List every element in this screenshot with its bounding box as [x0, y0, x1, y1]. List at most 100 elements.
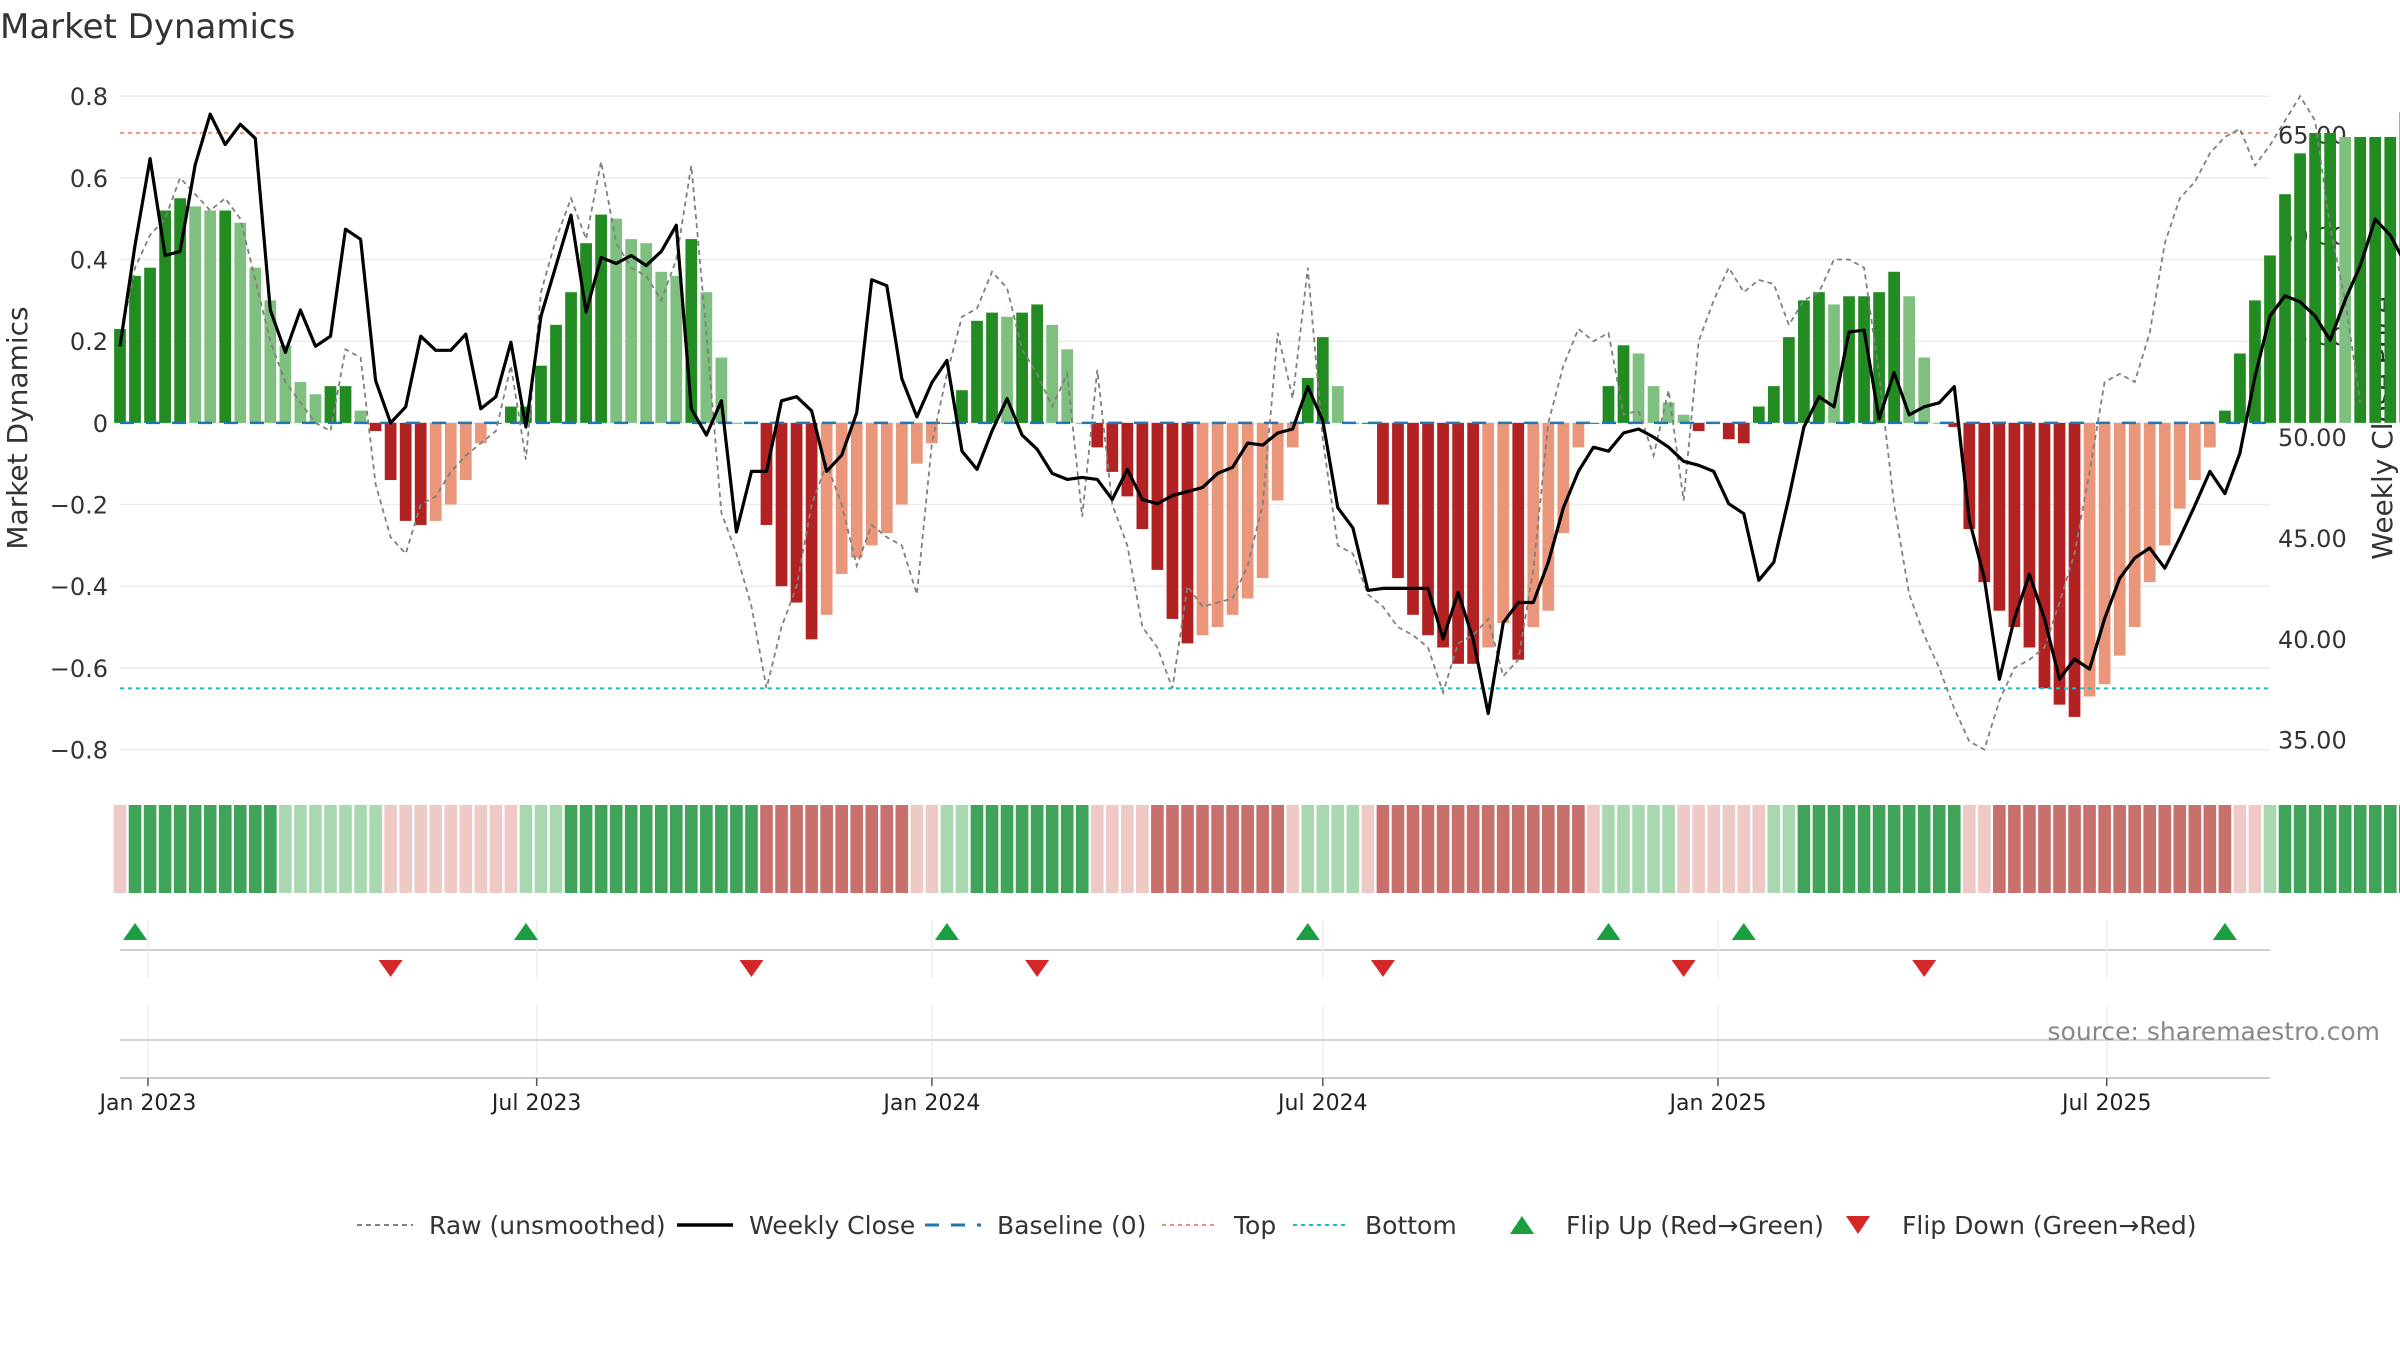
regime-cell: [1707, 805, 1721, 893]
dynamics-bar: [926, 422, 938, 444]
regime-cell: [2083, 805, 2096, 893]
flip-down-marker: [1025, 960, 1050, 977]
dynamics-bar: [535, 365, 547, 423]
left-tick-label: −0.6: [50, 655, 108, 683]
regime-cell: [1421, 805, 1435, 893]
regime-cell: [1857, 805, 1871, 893]
regime-cell: [1978, 805, 1991, 893]
dynamics-bar: [1587, 422, 1600, 424]
dynamics-bar: [2324, 132, 2337, 423]
regime-cell: [369, 805, 382, 893]
regime-cell: [233, 805, 247, 893]
regime-cell: [2293, 805, 2307, 893]
regime-cell: [1722, 805, 1736, 893]
dynamics-bar: [835, 422, 848, 574]
dynamics-bar: [730, 422, 743, 424]
dynamics-bar: [264, 300, 277, 423]
dynamics-bar: [309, 394, 322, 423]
regime-cell: [910, 805, 924, 893]
dynamics-bar: [474, 422, 487, 444]
dynamics-bar: [655, 271, 668, 423]
regime-cell: [1181, 805, 1194, 893]
dynamics-bar: [1316, 337, 1329, 423]
dynamics-bar: [1061, 349, 1074, 423]
regime-cell: [1151, 805, 1164, 893]
dynamics-bar: [2143, 422, 2156, 583]
regime-cell: [820, 805, 833, 893]
regime-cell: [1767, 805, 1781, 893]
regime-cell: [1932, 805, 1946, 893]
dynamics-bar: [1767, 386, 1780, 423]
dynamics-bar: [1918, 357, 1931, 423]
regime-cell: [685, 805, 698, 893]
dynamics-bar: [1933, 422, 1946, 424]
regime-cell: [1196, 805, 1209, 893]
dynamics-bar: [1362, 422, 1374, 424]
regime-cell: [745, 805, 758, 893]
regime-cell: [1677, 805, 1690, 893]
regime-cell: [700, 805, 713, 893]
dynamics-bar: [174, 198, 187, 423]
regime-cell: [1436, 805, 1450, 893]
regime-cell: [1045, 805, 1059, 893]
regime-cell: [2308, 805, 2322, 893]
regime-cell: [1782, 805, 1796, 893]
regime-cell: [639, 805, 653, 893]
dynamics-bar: [820, 422, 833, 615]
dynamics-bar: [715, 357, 728, 423]
left-tick-label: 0: [93, 410, 108, 438]
dynamics-bar: [279, 345, 292, 423]
dynamics-bar: [640, 243, 653, 423]
dynamics-bar: [956, 390, 968, 423]
regime-cell: [1226, 805, 1239, 893]
flip-up-marker: [934, 923, 959, 940]
regime-cell: [1647, 805, 1660, 893]
dynamics-bar: [1106, 422, 1119, 472]
regime-cell: [1917, 805, 1931, 893]
regime-cell: [865, 805, 879, 893]
regime-cell: [354, 805, 367, 893]
regime-cell: [624, 805, 638, 893]
dynamics-bar: [249, 267, 262, 423]
dynamics-bar: [1241, 422, 1254, 599]
regime-cell: [2158, 805, 2172, 893]
legend-label: Flip Down (Green→Red): [1902, 1211, 2197, 1240]
regime-cell: [294, 805, 307, 893]
regime-cell: [324, 805, 337, 893]
dynamics-bar: [760, 422, 773, 525]
dynamics-bar: [1407, 422, 1419, 615]
legend-label: Bottom: [1365, 1211, 1457, 1240]
regime-cell: [1121, 805, 1134, 893]
legend-label: Baseline (0): [997, 1211, 1146, 1240]
flip-down-marker: [378, 960, 403, 977]
dynamics-bar: [234, 222, 247, 423]
regime-cell: [2203, 805, 2217, 893]
flip-up-marker: [1295, 923, 1320, 940]
regime-cell: [1617, 805, 1630, 893]
dynamics-bar: [610, 218, 623, 423]
regime-cell: [143, 805, 157, 893]
regime-cell: [1632, 805, 1645, 893]
dynamics-bar: [595, 214, 607, 423]
regime-cell: [188, 805, 202, 893]
dynamics-bar: [2158, 422, 2171, 546]
x-tick-label: Jul 2024: [1276, 1091, 1368, 1116]
regime-cell: [985, 805, 999, 893]
regime-cell: [1241, 805, 1254, 893]
regime-cell: [399, 805, 412, 893]
flip-down-marker: [1912, 960, 1937, 977]
dynamics-bar: [1301, 377, 1314, 423]
left-tick-label: −0.8: [50, 737, 108, 765]
regime-cell: [1000, 805, 1014, 893]
dynamics-bar: [1437, 422, 1449, 648]
dynamics-bar: [775, 422, 788, 587]
dynamics-bar: [1422, 422, 1434, 636]
x-axis: Jan 2023 Jul 2023 Jan 2024 Jul 2024 Jan 2025…: [97, 1077, 2270, 1116]
source-annotation: source: sharemaestro.com: [2048, 1017, 2381, 1046]
regime-cell: [1211, 805, 1224, 893]
regime-cell: [2338, 805, 2352, 893]
regime-cell: [429, 805, 443, 893]
regime-cell: [940, 805, 954, 893]
regime-cell: [2353, 805, 2367, 893]
regime-cell: [1572, 805, 1585, 893]
